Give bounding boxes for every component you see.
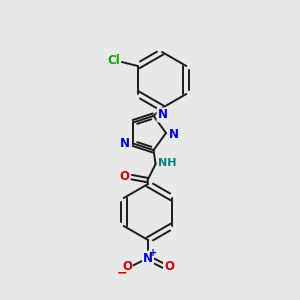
Text: −: − <box>117 266 127 280</box>
Text: O: O <box>122 260 132 274</box>
Text: N: N <box>119 137 129 150</box>
Text: N: N <box>158 108 168 122</box>
Text: +: + <box>149 248 157 258</box>
Text: N: N <box>143 251 153 265</box>
Text: O: O <box>164 260 174 274</box>
Text: N: N <box>169 128 179 140</box>
Text: NH: NH <box>158 158 177 168</box>
Text: O: O <box>120 169 130 183</box>
Text: Cl: Cl <box>107 53 120 67</box>
